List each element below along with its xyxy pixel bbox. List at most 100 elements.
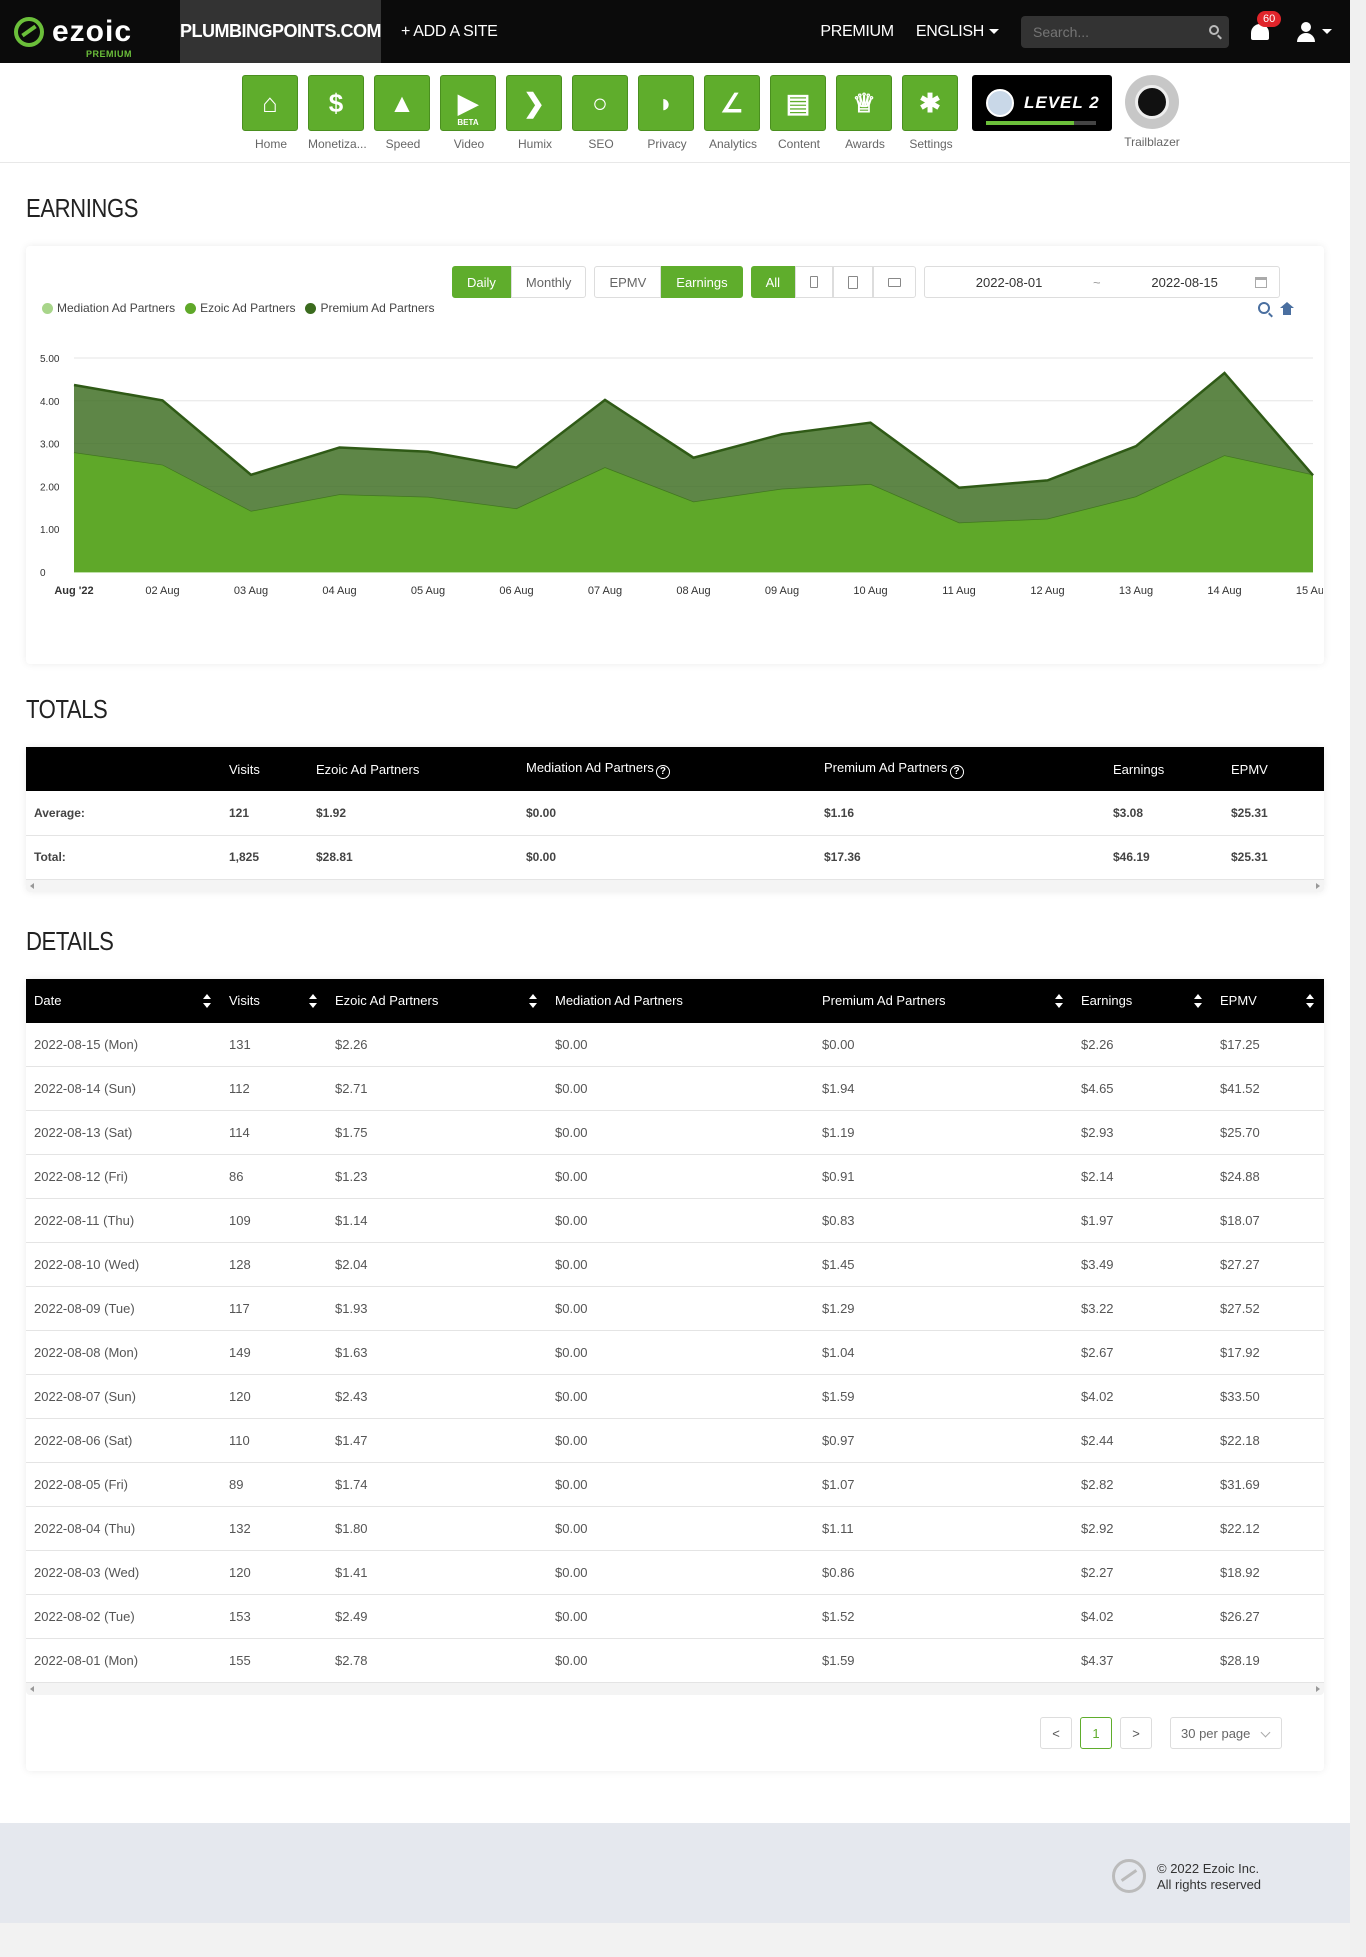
scroll-left-icon[interactable] <box>30 882 34 889</box>
nav-item-speed[interactable]: ▲ Speed <box>374 75 432 151</box>
avatar <box>986 89 1014 117</box>
table-row: 2022-08-02 (Tue) 153 $2.49 $0.00 $1.52 $4.02 $… <box>26 1594 1324 1639</box>
scroll-right-icon[interactable] <box>1316 882 1320 889</box>
add-site-link[interactable]: + ADD A SITE <box>401 22 498 40</box>
scroll-left-icon[interactable] <box>30 1686 34 1692</box>
level-badge[interactable]: LEVEL 2 <box>972 75 1112 131</box>
totals-title: TOTALS <box>26 694 108 724</box>
table-cell: $4.02 <box>1073 1374 1212 1419</box>
table-cell: 1,825 <box>221 835 308 880</box>
help-icon[interactable]: ? <box>655 764 670 779</box>
date-to[interactable]: 2022-08-15 <box>1151 274 1218 290</box>
zoom-icon[interactable] <box>1258 302 1270 314</box>
help-icon[interactable]: ? <box>949 764 964 779</box>
trailblazer-badge[interactable]: Trailblazer <box>1122 75 1182 149</box>
sort-icon[interactable] <box>1306 993 1314 1008</box>
nav-item-seo[interactable]: ○ SEO <box>572 75 630 151</box>
table-cell: $1.92 <box>308 791 518 836</box>
nav-item-monetiza[interactable]: $ Monetiza... <box>308 75 366 151</box>
table-cell: 2022-08-07 (Sun) <box>26 1374 221 1419</box>
site-selector[interactable]: PLUMBINGPOINTS.COM <box>180 0 382 63</box>
nav-item-settings[interactable]: ✱ Settings <box>902 75 960 151</box>
column-header-label: EPMV <box>1231 761 1268 777</box>
notifications-button[interactable]: 60 <box>1249 10 1282 43</box>
nav-item-video[interactable]: ▶ BETA Video <box>440 75 498 151</box>
table-cell: $0.00 <box>547 1330 814 1375</box>
earnings-button[interactable]: Earnings <box>661 266 743 298</box>
legend-dot <box>305 302 317 314</box>
sort-icon[interactable] <box>529 993 537 1008</box>
language-dropdown[interactable]: ENGLISH <box>916 23 999 41</box>
search-icon[interactable] <box>1209 24 1219 35</box>
legend-item[interactable]: Mediation Ad Partners <box>42 301 175 315</box>
table-cell: $2.67 <box>1073 1330 1212 1375</box>
y-tick-label: 5.00 <box>40 354 60 365</box>
table-cell: $0.00 <box>814 1022 1073 1067</box>
sort-icon[interactable] <box>1055 993 1063 1008</box>
details-column-header[interactable]: Date <box>26 978 221 1023</box>
mobile-button[interactable] <box>795 266 834 298</box>
page-1-button[interactable]: 1 <box>1080 1717 1112 1749</box>
table-row: 2022-08-07 (Sun) 120 $2.43 $0.00 $1.59 $4.02 $… <box>26 1374 1324 1419</box>
ezoic-logo[interactable]: ezoic PREMIUM <box>0 0 180 63</box>
prev-page-button[interactable]: < <box>1040 1717 1072 1749</box>
totals-horizontal-scrollbar[interactable] <box>26 879 1324 892</box>
x-tick-label: 04 Aug <box>322 585 356 597</box>
nav-item-humix[interactable]: ❯ Humix <box>506 75 564 151</box>
details-column-header[interactable]: Mediation Ad Partners <box>547 978 814 1023</box>
y-tick-label: 1.00 <box>40 525 60 536</box>
all-devices-button[interactable]: All <box>750 266 796 298</box>
table-cell: $0.00 <box>547 1022 814 1067</box>
details-column-header[interactable]: EPMV <box>1212 978 1324 1023</box>
table-cell: 2022-08-03 (Wed) <box>26 1550 221 1595</box>
date-range-picker[interactable]: 2022-08-01 ~ 2022-08-15 <box>924 266 1281 298</box>
search-input[interactable] <box>1021 15 1229 48</box>
scroll-right-icon[interactable] <box>1316 1686 1320 1692</box>
table-cell: 2022-08-05 (Fri) <box>26 1462 221 1507</box>
details-table: Date Visits Ezoic Ad Partners Mediation Ad … <box>26 978 1324 1683</box>
nav-item-analytics[interactable]: ∠ Analytics <box>704 75 762 151</box>
table-cell: $1.93 <box>327 1286 547 1331</box>
sort-icon[interactable] <box>1194 993 1202 1008</box>
epmv-button[interactable]: EPMV <box>594 266 662 298</box>
details-horizontal-scrollbar[interactable] <box>26 1683 1324 1695</box>
details-column-header[interactable]: Visits <box>221 978 327 1023</box>
rights-text: All rights reserved <box>1157 1877 1262 1892</box>
copyright-text: © 2022 Ezoic Inc. <box>1157 1861 1260 1876</box>
table-cell: 114 <box>221 1110 327 1155</box>
table-cell: 112 <box>221 1066 327 1111</box>
tablet-button[interactable] <box>833 266 874 298</box>
user-menu[interactable] <box>1295 21 1332 43</box>
reset-zoom-home-icon[interactable] <box>1280 302 1294 315</box>
legend-item[interactable]: Ezoic Ad Partners <box>185 301 295 315</box>
table-cell: $46.19 <box>1105 835 1223 880</box>
table-row: 2022-08-13 (Sat) 114 $1.75 $0.00 $1.19 $2.93 $… <box>26 1110 1324 1155</box>
nav-item-content[interactable]: ▤ Content <box>770 75 828 151</box>
table-cell: $1.47 <box>327 1418 547 1463</box>
details-column-header[interactable]: Earnings <box>1073 978 1212 1023</box>
page-scrollbar[interactable] <box>1350 0 1366 1957</box>
daily-button[interactable]: Daily <box>452 266 511 298</box>
details-column-header[interactable]: Ezoic Ad Partners <box>327 978 547 1023</box>
premium-link[interactable]: PREMIUM <box>820 22 894 40</box>
x-tick-label: 02 Aug <box>145 585 179 597</box>
table-row: 2022-08-05 (Fri) 89 $1.74 $0.00 $1.07 $2.82 $3… <box>26 1462 1324 1507</box>
sort-icon[interactable] <box>309 993 317 1008</box>
sort-icon[interactable] <box>203 993 211 1008</box>
nav-item-awards[interactable]: ♕ Awards <box>836 75 894 151</box>
nav-item-home[interactable]: ⌂ Home <box>242 75 300 151</box>
language-label: ENGLISH <box>915 22 984 40</box>
per-page-select[interactable]: 30 per page <box>1170 1717 1282 1749</box>
column-header-label: Date <box>34 993 62 1008</box>
tablet-icon <box>848 275 859 289</box>
monthly-button[interactable]: Monthly <box>510 266 587 298</box>
details-column-header[interactable]: Premium Ad Partners <box>814 978 1073 1023</box>
legend-item[interactable]: Premium Ad Partners <box>305 301 435 315</box>
date-from[interactable]: 2022-08-01 <box>975 274 1043 290</box>
table-cell: $4.02 <box>1073 1594 1212 1639</box>
next-page-button[interactable]: > <box>1120 1717 1152 1749</box>
table-cell: $1.74 <box>327 1462 547 1507</box>
desktop-button[interactable] <box>873 266 917 298</box>
table-cell: $1.59 <box>814 1374 1073 1419</box>
nav-item-privacy[interactable]: ◗ Privacy <box>638 75 696 151</box>
